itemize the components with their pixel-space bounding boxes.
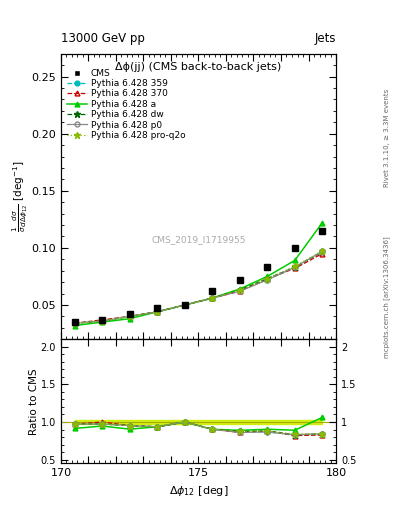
- X-axis label: $\Delta\phi_{12}$ [deg]: $\Delta\phi_{12}$ [deg]: [169, 484, 228, 498]
- Text: Rivet 3.1.10, ≥ 3.3M events: Rivet 3.1.10, ≥ 3.3M events: [384, 89, 390, 187]
- Text: CMS_2019_I1719955: CMS_2019_I1719955: [151, 235, 246, 244]
- Y-axis label: $\frac{1}{\sigma}\frac{d\sigma}{d\Delta\phi_{12}}$ [deg$^{-1}$]: $\frac{1}{\sigma}\frac{d\sigma}{d\Delta\…: [10, 161, 30, 232]
- Text: Jets: Jets: [314, 32, 336, 45]
- Text: 13000 GeV pp: 13000 GeV pp: [61, 32, 145, 45]
- Text: mcplots.cern.ch [arXiv:1306.3436]: mcplots.cern.ch [arXiv:1306.3436]: [384, 236, 391, 358]
- Text: Δϕ(jj) (CMS back-to-back jets): Δϕ(jj) (CMS back-to-back jets): [115, 62, 282, 72]
- Legend: CMS, Pythia 6.428 359, Pythia 6.428 370, Pythia 6.428 a, Pythia 6.428 dw, Pythia: CMS, Pythia 6.428 359, Pythia 6.428 370,…: [66, 68, 186, 141]
- Y-axis label: Ratio to CMS: Ratio to CMS: [29, 368, 39, 435]
